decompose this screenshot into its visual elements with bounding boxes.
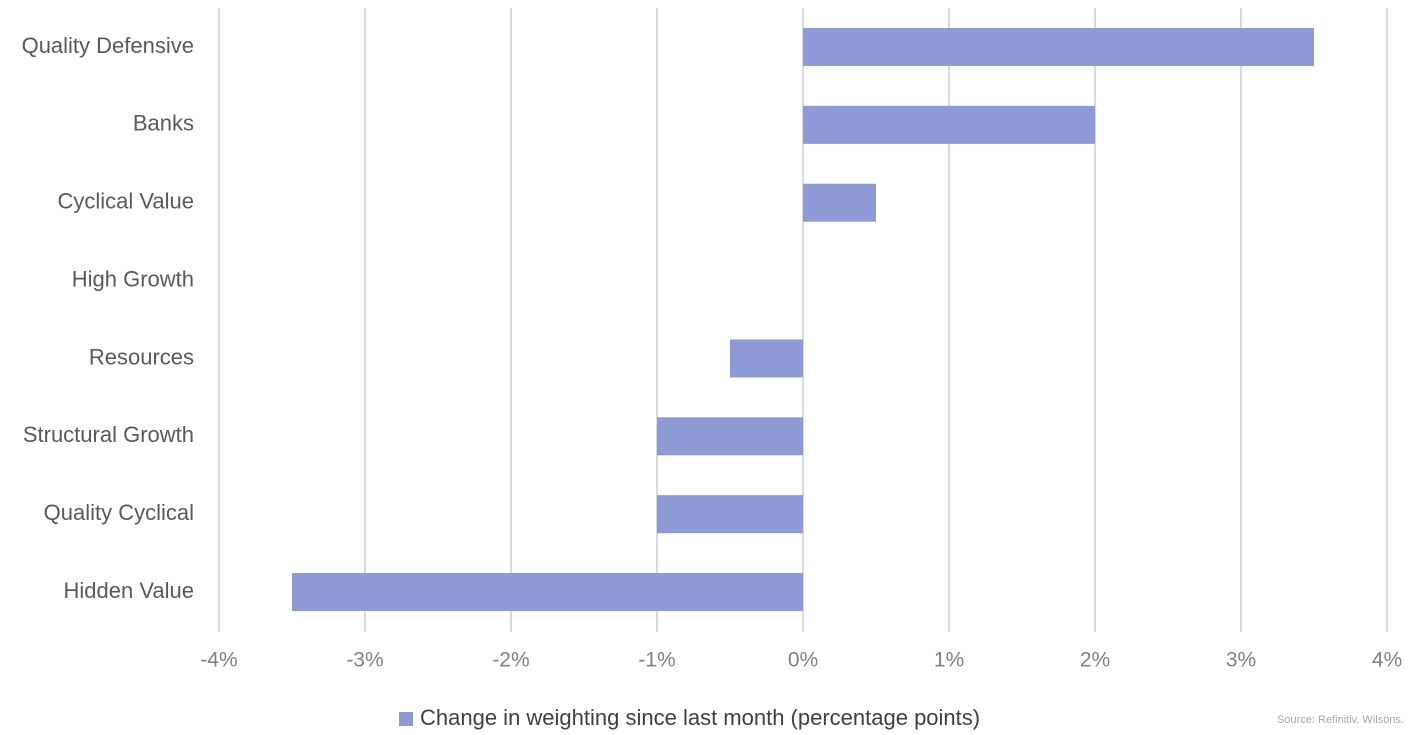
gridlines — [218, 8, 1388, 632]
bars — [292, 28, 1314, 612]
bar — [292, 573, 803, 612]
x-tick-label: 4% — [1372, 648, 1402, 671]
category-label: Hidden Value — [64, 578, 194, 603]
x-tick-label: -2% — [492, 648, 529, 671]
bar — [803, 28, 1314, 66]
x-tick-label: 1% — [934, 648, 964, 671]
category-label: Quality Cyclical — [44, 500, 194, 525]
x-tick-label: 0% — [788, 648, 818, 671]
x-tick-label: -3% — [346, 648, 383, 671]
category-labels: Quality Defensive Banks Cyclical Value High… — [22, 33, 194, 603]
x-tick-label: -1% — [638, 648, 675, 671]
category-label: Structural Growth — [23, 422, 194, 447]
bar — [803, 183, 876, 222]
category-label: Cyclical Value — [57, 189, 194, 214]
bar — [657, 495, 803, 534]
legend-label: Change in weighting since last month (pe… — [420, 705, 980, 730]
bar — [730, 339, 803, 378]
bar — [657, 417, 803, 456]
category-label: High Growth — [72, 266, 194, 291]
x-tick-label: 2% — [1080, 648, 1110, 671]
legend-swatch — [399, 712, 413, 726]
source-note: Source: Refinitiv, Wilsons. — [1277, 714, 1404, 726]
category-label: Banks — [133, 111, 194, 136]
x-tick-label: 3% — [1226, 648, 1256, 671]
x-axis-tick-labels: -4% -3% -2% -1% 0% 1% 2% 3% 4% — [200, 648, 1402, 671]
bar — [803, 105, 1095, 144]
category-label: Quality Defensive — [22, 33, 194, 58]
category-label: Resources — [89, 344, 194, 369]
legend: Change in weighting since last month (pe… — [399, 705, 980, 730]
x-tick-label: -4% — [200, 648, 237, 671]
